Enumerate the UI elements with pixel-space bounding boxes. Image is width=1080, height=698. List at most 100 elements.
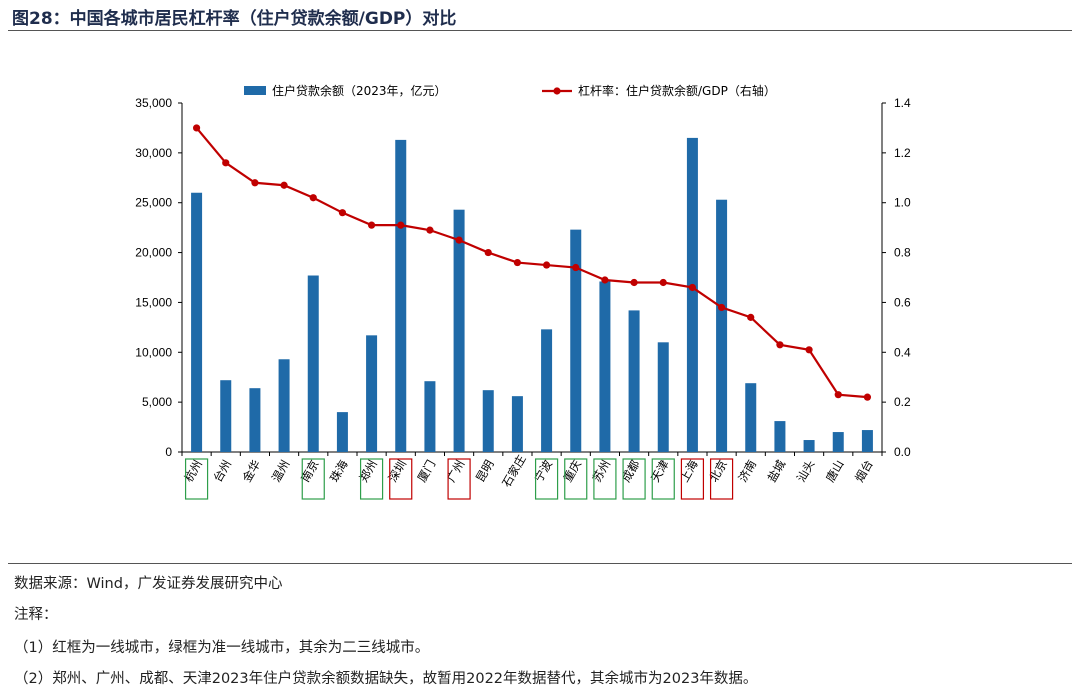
city-highlight-box xyxy=(622,458,646,500)
bar xyxy=(278,359,290,452)
city-highlight-box xyxy=(564,458,588,500)
leverage-point xyxy=(426,226,434,234)
x-tick-label: 成都 xyxy=(619,457,643,484)
bar xyxy=(716,199,728,452)
legend-line-label: 杠杆率：住户贷款余额/GDP（右轴） xyxy=(578,83,776,98)
leverage-point xyxy=(192,124,201,132)
leverage-line xyxy=(195,127,868,399)
city-highlight-box xyxy=(534,458,559,500)
x-tick-label: 郑州 xyxy=(356,458,380,485)
legend-bar-label: 住户贷款余额（2023年，亿元） xyxy=(272,83,447,98)
bar xyxy=(395,139,407,452)
city-highlight-box xyxy=(447,458,471,500)
bar xyxy=(686,137,698,452)
y-left-tick-label: 15,000 xyxy=(135,295,172,309)
bar xyxy=(336,412,348,452)
x-tick-label: 上海 xyxy=(677,457,701,484)
bar xyxy=(249,388,261,452)
note-title: 注释： xyxy=(14,607,58,623)
leverage-point xyxy=(688,283,697,292)
x-tick-label: 北京 xyxy=(706,458,730,485)
x-tick-label: 苏州 xyxy=(590,458,614,485)
x-tick-label: 厦门 xyxy=(415,458,439,485)
x-tick-label: 重庆 xyxy=(560,457,584,484)
title-bar: 图28：中国各城市居民杠杆率（住户贷款余额/GDP）对比 xyxy=(8,0,1072,30)
top-divider xyxy=(8,30,1072,31)
y-right-tick-label: 1.0 xyxy=(894,196,911,210)
y-right-tick-label: 1.4 xyxy=(894,96,911,110)
bar xyxy=(570,229,582,452)
x-tick-label: 唐山 xyxy=(823,458,847,485)
city-highlight-box xyxy=(359,458,384,500)
city-highlight-box xyxy=(184,458,209,500)
bottom-divider xyxy=(8,563,1072,564)
leverage-point xyxy=(601,276,609,284)
y-right-tick-label: 0.0 xyxy=(894,445,911,459)
bar xyxy=(453,209,465,452)
bar xyxy=(307,275,319,452)
y-right-tick-label: 0.4 xyxy=(894,345,911,359)
legend-bar-swatch xyxy=(244,86,266,95)
leverage-point xyxy=(309,194,317,202)
bar xyxy=(803,440,815,452)
leverage-point xyxy=(659,278,667,287)
leverage-point xyxy=(251,179,259,187)
y-left-tick-label: 0 xyxy=(165,445,172,459)
y-left-tick-label: 25,000 xyxy=(135,196,172,210)
leverage-point xyxy=(747,313,755,321)
bar xyxy=(774,421,786,452)
leverage-point xyxy=(455,236,463,244)
city-highlight-box xyxy=(680,458,705,500)
x-tick-label: 昆明 xyxy=(473,458,497,485)
bar xyxy=(832,432,844,452)
x-tick-label: 温州 xyxy=(269,458,293,485)
leverage-point xyxy=(805,346,813,354)
x-tick-label: 烟台 xyxy=(852,458,876,485)
leverage-point xyxy=(834,391,842,399)
x-tick-label: 盐城 xyxy=(765,457,789,484)
y-left-tick-label: 10,000 xyxy=(135,345,172,359)
x-tick-label: 石家庄 xyxy=(499,453,528,490)
x-tick-label: 金华 xyxy=(240,458,264,485)
chart: 0 5,000 10,000 15,000 20,000 25,000 30,000 35,0… xyxy=(135,83,911,500)
bar xyxy=(657,342,669,452)
leverage-point xyxy=(863,393,872,401)
y-left-tick-label: 20,000 xyxy=(135,246,172,260)
y-left-tick-label: 35,000 xyxy=(135,96,172,110)
legend-line-marker xyxy=(553,87,561,95)
y-right-tick-label: 0.2 xyxy=(894,395,911,409)
bar xyxy=(599,281,611,452)
x-tick-label: 汕头 xyxy=(794,458,818,485)
leverage-point xyxy=(280,181,288,189)
bar xyxy=(628,310,640,452)
note-1: （1）红框为一线城市，绿框为准一线城市，其余为二三线城市。 xyxy=(14,640,430,656)
bar xyxy=(482,390,494,452)
x-tick-label: 宁波 xyxy=(531,457,555,484)
leverage-point xyxy=(572,263,580,272)
x-tick-label: 济南 xyxy=(735,458,759,485)
bar xyxy=(424,381,436,452)
bar xyxy=(220,380,232,452)
bar xyxy=(191,192,203,452)
x-tick-label: 深圳 xyxy=(385,458,409,485)
leverage-point xyxy=(397,221,405,229)
x-tick-label: 杭州 xyxy=(181,458,205,485)
leverage-point xyxy=(222,159,230,167)
x-tick-label: 南京 xyxy=(298,458,322,485)
bar xyxy=(366,335,378,452)
leverage-point xyxy=(776,341,784,349)
leverage-point xyxy=(630,278,638,287)
x-tick-label: 珠海 xyxy=(327,457,351,484)
y-right-tick-label: 0.6 xyxy=(894,295,911,309)
y-left-tick-label: 30,000 xyxy=(135,146,172,160)
bar xyxy=(745,383,757,452)
leverage-point xyxy=(367,221,376,229)
leverage-point xyxy=(484,248,492,257)
bar xyxy=(861,430,873,452)
bar xyxy=(541,329,553,452)
city-highlight-box xyxy=(301,458,325,500)
leverage-point xyxy=(338,209,347,217)
leverage-point xyxy=(542,261,551,269)
bar xyxy=(511,396,523,452)
page-title: 图28：中国各城市居民杠杆率（住户贷款余额/GDP）对比 xyxy=(12,9,457,29)
